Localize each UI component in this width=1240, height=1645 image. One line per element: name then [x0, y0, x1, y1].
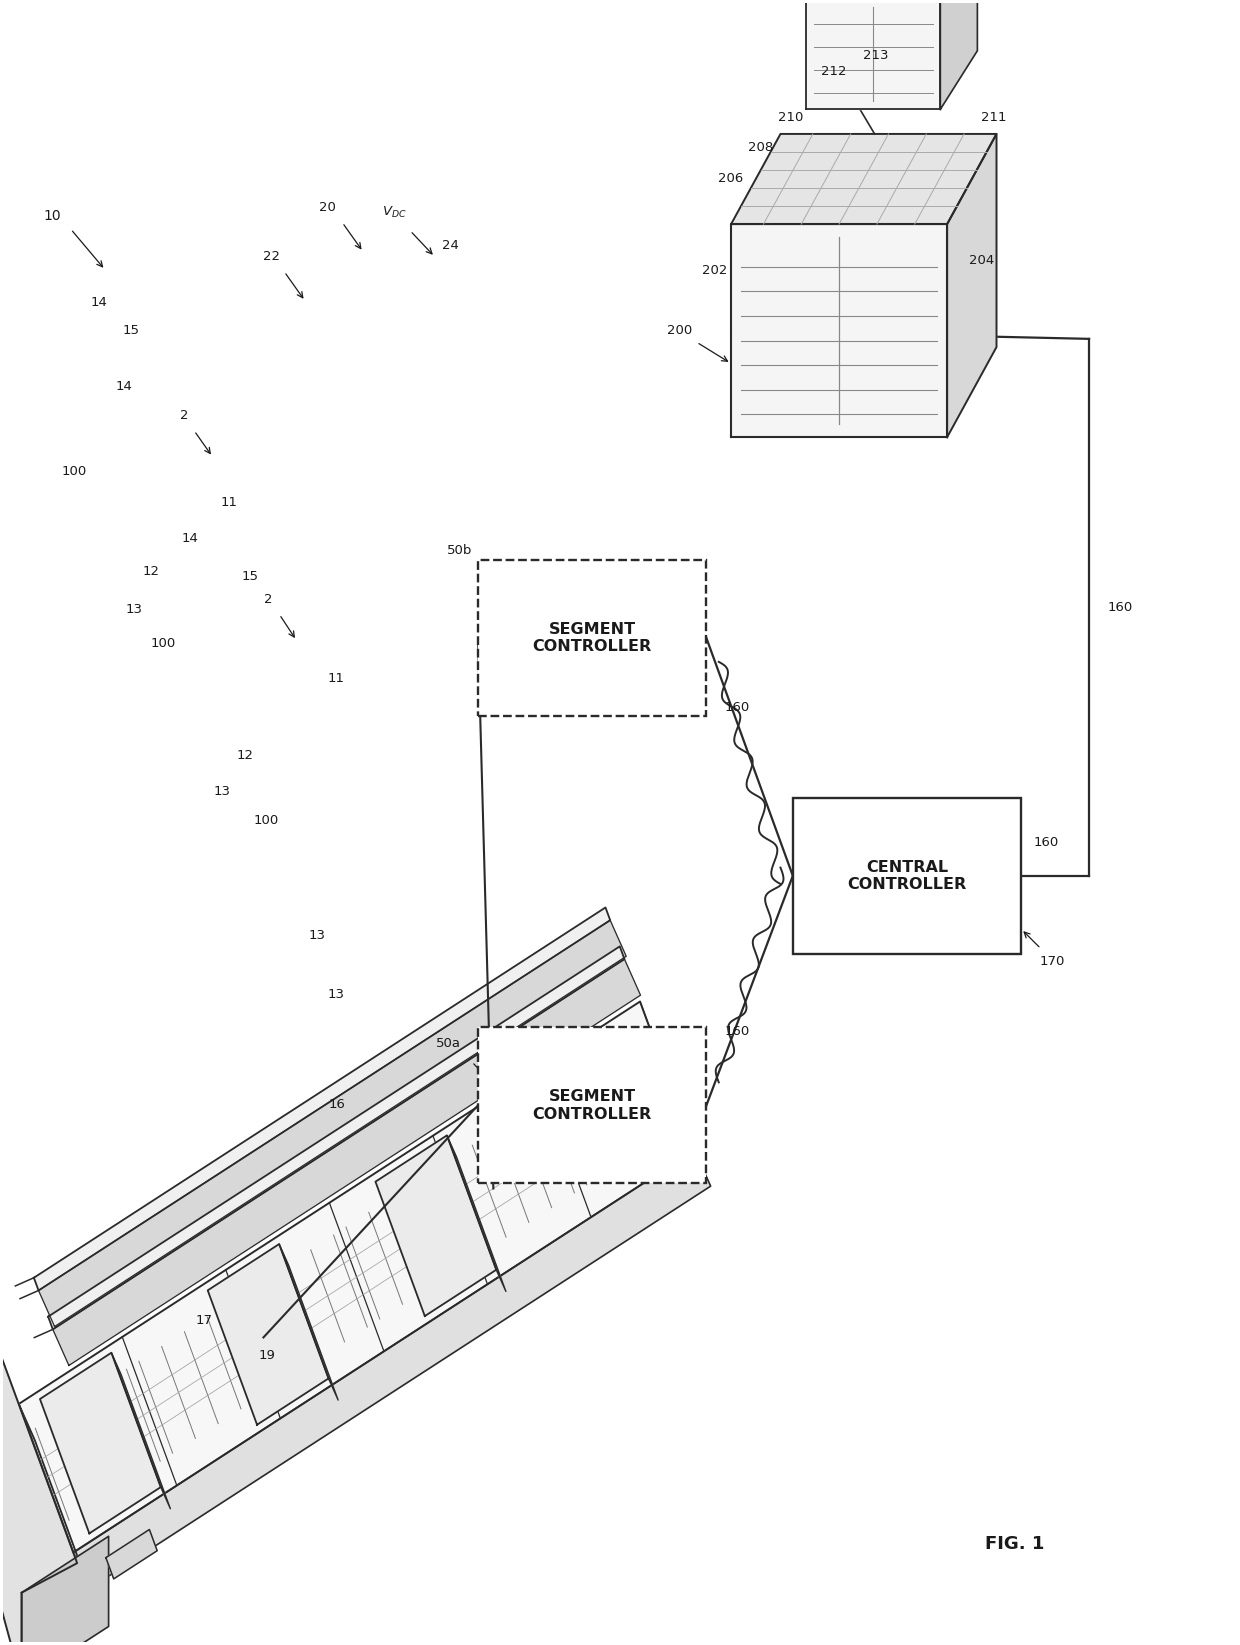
Polygon shape — [19, 1002, 694, 1553]
Polygon shape — [112, 1352, 170, 1508]
Text: 13: 13 — [309, 929, 326, 943]
Text: 202: 202 — [702, 263, 728, 276]
Text: 2: 2 — [264, 594, 273, 605]
Polygon shape — [732, 133, 997, 224]
Polygon shape — [806, 0, 940, 109]
Text: 213: 213 — [863, 49, 888, 63]
Text: 12: 12 — [237, 748, 253, 762]
Text: 13: 13 — [125, 602, 143, 615]
Text: 208: 208 — [748, 140, 774, 153]
Polygon shape — [40, 1352, 161, 1533]
Polygon shape — [53, 959, 641, 1365]
Polygon shape — [208, 1244, 329, 1425]
Polygon shape — [33, 908, 610, 1290]
Text: 211: 211 — [981, 112, 1007, 123]
Text: 17: 17 — [196, 1314, 212, 1328]
Text: 13: 13 — [215, 785, 231, 798]
Polygon shape — [0, 1301, 77, 1645]
Text: 20: 20 — [319, 201, 336, 214]
Text: 100: 100 — [253, 814, 278, 827]
Text: 11: 11 — [327, 671, 345, 684]
Text: 16: 16 — [329, 1097, 346, 1110]
Text: $V_{DC}$: $V_{DC}$ — [382, 206, 407, 220]
Polygon shape — [376, 1135, 496, 1316]
Text: 206: 206 — [718, 171, 744, 184]
Polygon shape — [48, 946, 625, 1329]
Polygon shape — [73, 1150, 711, 1589]
Polygon shape — [105, 1530, 157, 1579]
Polygon shape — [19, 1405, 89, 1589]
Text: 204: 204 — [970, 253, 994, 266]
Bar — [479, 1028, 707, 1183]
Text: 14: 14 — [91, 296, 108, 309]
Polygon shape — [732, 224, 947, 438]
Text: 170: 170 — [1039, 956, 1065, 969]
Text: 10: 10 — [43, 209, 61, 224]
Text: 14: 14 — [115, 380, 133, 393]
Text: 11: 11 — [221, 497, 237, 510]
Text: 160: 160 — [1107, 600, 1132, 614]
Text: 160: 160 — [724, 701, 750, 714]
Text: CENTRAL
CONTROLLER: CENTRAL CONTROLLER — [847, 860, 967, 892]
Text: 12: 12 — [143, 566, 160, 577]
Polygon shape — [947, 133, 997, 438]
Text: 15: 15 — [123, 324, 140, 337]
Text: 160: 160 — [724, 1025, 750, 1038]
Polygon shape — [446, 1135, 506, 1291]
Text: 2: 2 — [180, 410, 188, 423]
Text: 50a: 50a — [436, 1038, 461, 1050]
Polygon shape — [279, 1244, 339, 1400]
Text: 15: 15 — [241, 571, 258, 582]
Text: 100: 100 — [150, 637, 176, 650]
Polygon shape — [21, 1536, 109, 1645]
Text: 210: 210 — [777, 112, 804, 123]
Text: 13: 13 — [327, 989, 345, 1002]
Text: SEGMENT
CONTROLLER: SEGMENT CONTROLLER — [533, 622, 652, 655]
Bar — [792, 798, 1022, 954]
Text: 212: 212 — [821, 66, 847, 77]
Text: 19: 19 — [258, 1349, 275, 1362]
Text: 14: 14 — [182, 533, 198, 546]
Text: 24: 24 — [443, 239, 459, 252]
Text: SEGMENT
CONTROLLER: SEGMENT CONTROLLER — [533, 1089, 652, 1122]
Text: 22: 22 — [263, 250, 280, 263]
Bar — [479, 561, 707, 716]
Text: 160: 160 — [1033, 837, 1059, 849]
Polygon shape — [38, 920, 626, 1326]
Text: 200: 200 — [667, 324, 692, 337]
Text: FIG. 1: FIG. 1 — [986, 1535, 1045, 1553]
Text: 50b: 50b — [446, 544, 472, 558]
Text: 100: 100 — [62, 466, 87, 479]
Polygon shape — [940, 0, 977, 109]
